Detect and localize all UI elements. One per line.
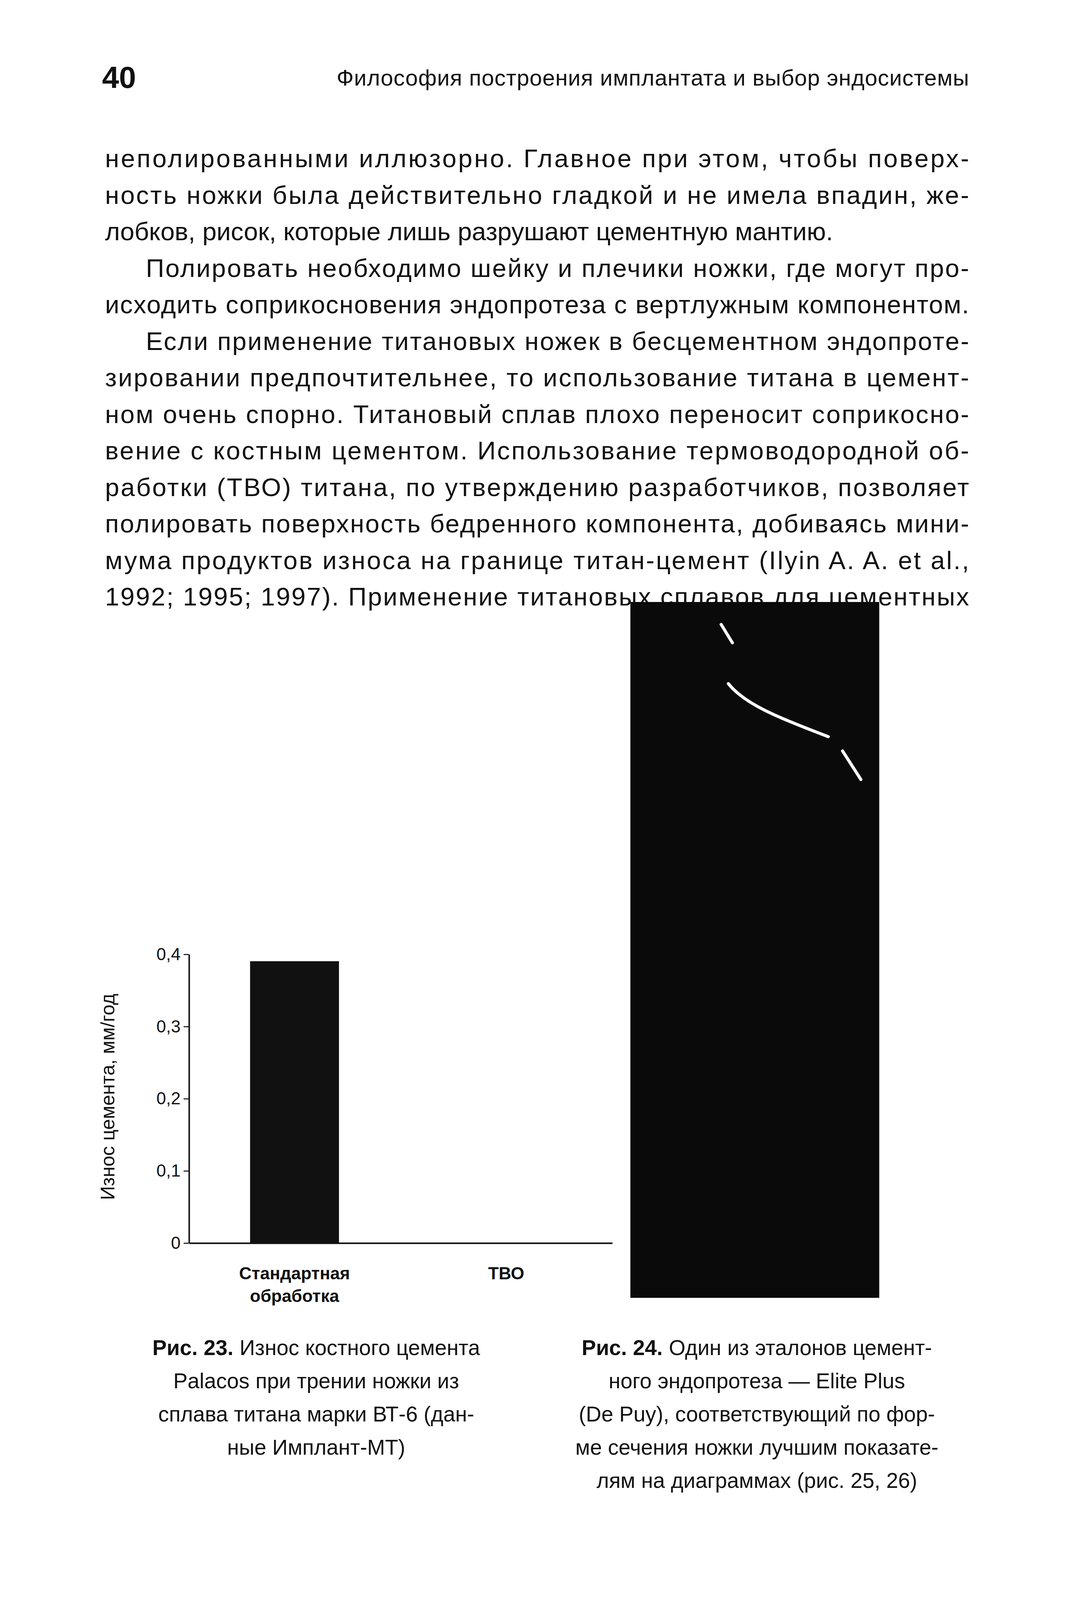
- tick: 0,4: [156, 944, 190, 964]
- body-line: полировать поверхность бедренного компон…: [105, 509, 969, 538]
- caption-line: ме сечения ножки лучшим показате-: [575, 1434, 939, 1459]
- tick-label: 0,4: [156, 944, 181, 964]
- caption-line: (De Puy), соответствующий по фор-: [578, 1401, 935, 1426]
- x-axis: Стандартнаяобработка ТВО: [189, 1242, 613, 1306]
- body-line: ность ножки была действительно гладкой и…: [105, 180, 969, 210]
- body-line: зировании предпочтительнее, то использов…: [105, 363, 969, 392]
- tick-label: ТВО: [488, 1263, 525, 1283]
- body-line: Полировать необходимо шейку и плечики но…: [146, 253, 970, 283]
- chart: 0 0,1 0,2 0,3 0,4 Стандартнаяобработка ТВО Изно…: [96, 944, 613, 1306]
- tick: Стандартнаяобработка: [238, 1263, 350, 1306]
- body-line: исходить соприкосновения эндопротеза с в…: [105, 290, 969, 319]
- tick: 0,1: [156, 1160, 190, 1180]
- body-line: ном очень спорно. Титановый сплав плохо …: [105, 399, 969, 429]
- photo-background: [630, 601, 880, 1298]
- caption-line: лям на диаграммах (рис. 25, 26): [596, 1467, 917, 1493]
- photo: [630, 601, 880, 1298]
- tick-mark: [183, 1098, 189, 1100]
- caption-line: ного эндопротеза — Elite Plus: [608, 1368, 906, 1393]
- y-axis-title: Износ цемента, мм/год: [96, 993, 119, 1200]
- caption-line: Рис. 24.Один из эталонов цемент-: [581, 1335, 933, 1360]
- body-line: лобков, рисок, которые лишь разрушают це…: [105, 217, 833, 246]
- caption-label: Рис. 23.: [152, 1335, 234, 1360]
- y-axis: 0 0,1 0,2 0,3 0,4: [156, 944, 190, 1252]
- figure-caption: Рис. 23.Износ костного цемента Palacos пр…: [152, 1335, 480, 1459]
- axis-line: [189, 1242, 613, 1244]
- bar: [249, 961, 339, 1243]
- tick: 0: [171, 1232, 190, 1252]
- caption-line: сплава титана марки ВТ-6 (дан-: [158, 1401, 475, 1426]
- bars: [249, 961, 339, 1243]
- tick: ТВО: [488, 1263, 525, 1283]
- body-line: вение с костным цементом. Использование …: [105, 436, 969, 465]
- page-content: 40 Философия построения имплантата и выбо…: [96, 60, 970, 1493]
- body-line: Если применение титановых ножек в бесцем…: [146, 326, 970, 356]
- caption-line: Palacos при трении ножки из: [173, 1368, 460, 1393]
- caption-line: Рис. 23.Износ костного цемента: [152, 1335, 480, 1360]
- page: 40 Философия построения имплантата и выбо…: [0, 0, 1070, 1600]
- caption-text: Износ костного цемента: [239, 1335, 480, 1360]
- caption-text: Один из эталонов цемент-: [668, 1335, 933, 1360]
- photo-contour: [721, 624, 862, 780]
- body-line: неполированными иллюзорно. Главное при э…: [105, 144, 969, 173]
- tick: 0,2: [156, 1088, 190, 1108]
- caption-label: Рис. 24.: [581, 1335, 664, 1360]
- background: [0, 0, 1070, 1600]
- tick-mark: [183, 1242, 189, 1244]
- tick: 0,3: [156, 1016, 190, 1036]
- tick-label: 0: [171, 1232, 181, 1252]
- page-number: 40: [101, 60, 136, 95]
- tick-label: 0,2: [156, 1088, 181, 1108]
- tick-label: 0,3: [156, 1016, 181, 1036]
- caption-line: ные Имплант-МТ): [227, 1434, 406, 1459]
- tick-label: 0,1: [156, 1160, 181, 1180]
- figure-caption: Рис. 24.Один из эталонов цемент-ного энд…: [575, 1335, 939, 1493]
- tick-mark: [183, 953, 189, 955]
- tick-label: Стандартнаяобработка: [238, 1263, 350, 1306]
- running-title: Философия построения имплантата и выбор …: [336, 65, 969, 91]
- body-line: мума продуктов износа на границе титан-ц…: [105, 545, 969, 575]
- tick-mark: [183, 1025, 189, 1028]
- body-line: работки (ТВО) титана, по утверждению раз…: [105, 472, 969, 502]
- tick-mark: [183, 1170, 189, 1172]
